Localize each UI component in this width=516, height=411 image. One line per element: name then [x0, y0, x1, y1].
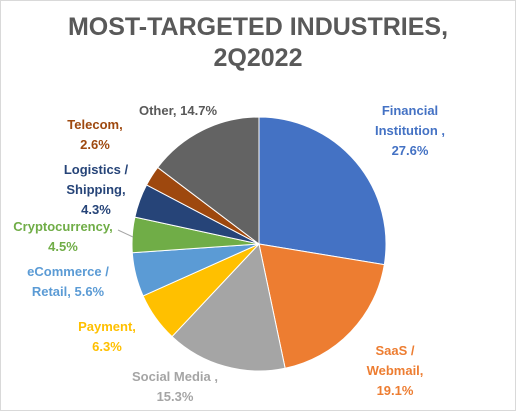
- slice-label-line: Shipping,: [66, 182, 125, 197]
- slice-label-line: eCommerce /: [27, 264, 109, 279]
- pie-slice-0: [258, 116, 387, 266]
- slice-label-line: SaaS /: [375, 343, 414, 358]
- slice-label-4: eCommerce / Retail, 5.6%: [27, 264, 109, 299]
- slice-label-line: Other, 14.7%: [139, 103, 217, 118]
- chart-title-line-1: MOST-TARGETED INDUSTRIES,: [67, 13, 449, 41]
- slice-label-line: 2.6%: [80, 137, 110, 152]
- slice-label-line: Financial: [382, 103, 438, 118]
- pie-slice-2: [171, 242, 286, 372]
- slice-label-0: Financial Institution , 27.6%: [375, 103, 445, 158]
- slice-label-line: 19.1%: [377, 383, 414, 398]
- slice-label-line: Retail, 5.6%: [32, 284, 105, 299]
- slice-label-5: Cryptocurrency, 4.5%: [13, 219, 112, 254]
- pie-slice-1: [258, 243, 385, 369]
- slice-label-line: 4.3%: [81, 202, 111, 217]
- slice-label-8: Other, 14.7%: [139, 103, 217, 118]
- slice-label-6: Logistics / Shipping, 4.3%: [64, 162, 129, 217]
- slice-label-line: Social Media ,: [132, 369, 218, 384]
- slice-label-line: Cryptocurrency,: [13, 219, 112, 234]
- leader-line: [117, 229, 134, 238]
- chart-title-line-2: 2Q2022: [213, 44, 303, 72]
- slice-label-line: Payment,: [78, 319, 136, 334]
- slice-label-line: Telecom,: [67, 117, 122, 132]
- slice-label-line: 4.5%: [48, 239, 78, 254]
- slice-label-line: 6.3%: [92, 339, 122, 354]
- slice-label-line: 27.6%: [392, 143, 429, 158]
- slice-label-3: Payment, 6.3%: [78, 319, 136, 354]
- slice-label-1: SaaS / Webmail, 19.1%: [367, 343, 424, 398]
- slice-label-line: Institution ,: [375, 123, 445, 138]
- slice-label-line: 15.3%: [157, 389, 194, 404]
- pie-slice-8: [156, 116, 260, 246]
- slice-label-line: Logistics /: [64, 162, 129, 177]
- chart-title: MOST-TARGETED INDUSTRIES, 2Q2022: [0, 12, 516, 74]
- slice-label-2: Social Media , 15.3%: [132, 369, 218, 404]
- slice-label-7: Telecom, 2.6%: [67, 117, 122, 152]
- slice-label-line: Webmail,: [367, 363, 424, 378]
